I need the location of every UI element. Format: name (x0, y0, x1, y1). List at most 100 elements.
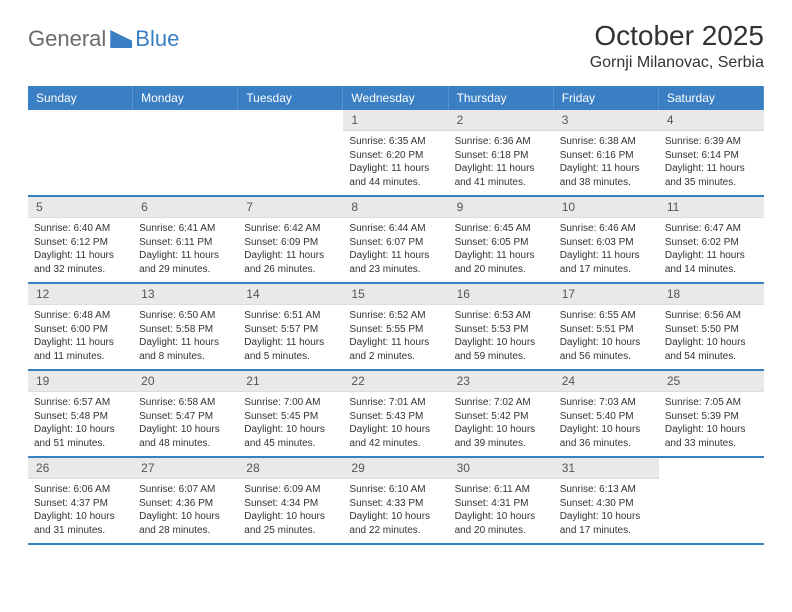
day-info-line: Sunrise: 6:38 AM (560, 135, 653, 149)
day-info-line: and 51 minutes. (34, 437, 127, 451)
day-info-line: Sunset: 6:09 PM (244, 236, 337, 250)
day-info-line: Sunset: 5:39 PM (665, 410, 758, 424)
title-block: October 2025 Gornji Milanovac, Serbia (590, 20, 764, 72)
weekday-cell: Wednesday (343, 86, 448, 110)
day-number: 27 (133, 458, 238, 479)
day-info-line: Daylight: 11 hours (244, 249, 337, 263)
day-info-line: Sunset: 4:31 PM (455, 497, 548, 511)
day-info-line: and 38 minutes. (560, 176, 653, 190)
day-info-line: Daylight: 11 hours (665, 249, 758, 263)
day-info-line: Sunset: 5:50 PM (665, 323, 758, 337)
day-cell: 3Sunrise: 6:38 AMSunset: 6:16 PMDaylight… (554, 110, 659, 195)
weekday-header-row: SundayMondayTuesdayWednesdayThursdayFrid… (28, 86, 764, 110)
day-info: Sunrise: 6:41 AMSunset: 6:11 PMDaylight:… (133, 218, 238, 282)
day-info-line: Daylight: 11 hours (244, 336, 337, 350)
day-info-line: Sunset: 4:37 PM (34, 497, 127, 511)
page-header: General Blue October 2025 Gornji Milanov… (28, 20, 764, 72)
week-row: 19Sunrise: 6:57 AMSunset: 5:48 PMDayligh… (28, 371, 764, 458)
day-info-line: Sunrise: 6:40 AM (34, 222, 127, 236)
day-info-line: and 31 minutes. (34, 524, 127, 538)
day-info-line: Sunrise: 6:44 AM (349, 222, 442, 236)
day-info-line: Sunset: 5:45 PM (244, 410, 337, 424)
brand-part1: General (28, 26, 106, 52)
day-info: Sunrise: 6:13 AMSunset: 4:30 PMDaylight:… (554, 479, 659, 543)
day-number: 29 (343, 458, 448, 479)
brand-part2: Blue (135, 26, 179, 52)
day-info-line: and 29 minutes. (139, 263, 232, 277)
day-number: 18 (659, 284, 764, 305)
day-info-line: Daylight: 10 hours (560, 423, 653, 437)
day-info: Sunrise: 6:44 AMSunset: 6:07 PMDaylight:… (343, 218, 448, 282)
day-cell (28, 110, 133, 195)
day-info: Sunrise: 6:50 AMSunset: 5:58 PMDaylight:… (133, 305, 238, 369)
month-title: October 2025 (590, 20, 764, 52)
day-info-line: Sunset: 4:36 PM (139, 497, 232, 511)
day-info-line: Sunrise: 7:05 AM (665, 396, 758, 410)
day-info-line: Daylight: 10 hours (34, 423, 127, 437)
day-info-line: Sunrise: 6:47 AM (665, 222, 758, 236)
day-info-line: and 17 minutes. (560, 263, 653, 277)
day-info-line: Sunrise: 6:56 AM (665, 309, 758, 323)
day-number: 19 (28, 371, 133, 392)
day-cell (133, 110, 238, 195)
day-info-line: Sunset: 5:48 PM (34, 410, 127, 424)
day-cell: 6Sunrise: 6:41 AMSunset: 6:11 PMDaylight… (133, 197, 238, 282)
day-cell: 26Sunrise: 6:06 AMSunset: 4:37 PMDayligh… (28, 458, 133, 543)
day-info-line: Sunrise: 7:02 AM (455, 396, 548, 410)
day-number: 20 (133, 371, 238, 392)
day-number: 15 (343, 284, 448, 305)
day-info-line: and 22 minutes. (349, 524, 442, 538)
day-number: 30 (449, 458, 554, 479)
day-number: 28 (238, 458, 343, 479)
day-number: 9 (449, 197, 554, 218)
day-info: Sunrise: 6:35 AMSunset: 6:20 PMDaylight:… (343, 131, 448, 195)
day-info-line: Sunset: 5:42 PM (455, 410, 548, 424)
day-cell: 23Sunrise: 7:02 AMSunset: 5:42 PMDayligh… (449, 371, 554, 456)
day-info: Sunrise: 7:03 AMSunset: 5:40 PMDaylight:… (554, 392, 659, 456)
day-info-line: Daylight: 10 hours (244, 510, 337, 524)
day-info-line: Daylight: 11 hours (139, 336, 232, 350)
day-cell: 13Sunrise: 6:50 AMSunset: 5:58 PMDayligh… (133, 284, 238, 369)
weeks-container: 1Sunrise: 6:35 AMSunset: 6:20 PMDaylight… (28, 110, 764, 545)
day-info-line: and 20 minutes. (455, 263, 548, 277)
day-info-line: and 59 minutes. (455, 350, 548, 364)
day-info-line: and 39 minutes. (455, 437, 548, 451)
day-info-line: Daylight: 11 hours (34, 249, 127, 263)
day-number: 21 (238, 371, 343, 392)
day-cell: 10Sunrise: 6:46 AMSunset: 6:03 PMDayligh… (554, 197, 659, 282)
day-info-line: Sunrise: 6:58 AM (139, 396, 232, 410)
day-info-line: Sunset: 6:16 PM (560, 149, 653, 163)
day-number: 7 (238, 197, 343, 218)
day-number: 23 (449, 371, 554, 392)
day-cell: 15Sunrise: 6:52 AMSunset: 5:55 PMDayligh… (343, 284, 448, 369)
day-number: 26 (28, 458, 133, 479)
day-info-line: Sunset: 5:57 PM (244, 323, 337, 337)
day-cell: 11Sunrise: 6:47 AMSunset: 6:02 PMDayligh… (659, 197, 764, 282)
day-info-line: Sunrise: 6:11 AM (455, 483, 548, 497)
day-cell: 5Sunrise: 6:40 AMSunset: 6:12 PMDaylight… (28, 197, 133, 282)
calendar-page: General Blue October 2025 Gornji Milanov… (0, 0, 792, 565)
day-info-line: Daylight: 11 hours (349, 162, 442, 176)
day-info-line: and 17 minutes. (560, 524, 653, 538)
day-info-line: Daylight: 10 hours (139, 423, 232, 437)
day-info: Sunrise: 6:42 AMSunset: 6:09 PMDaylight:… (238, 218, 343, 282)
day-info: Sunrise: 6:46 AMSunset: 6:03 PMDaylight:… (554, 218, 659, 282)
day-info: Sunrise: 6:07 AMSunset: 4:36 PMDaylight:… (133, 479, 238, 543)
weekday-cell: Tuesday (238, 86, 343, 110)
day-info: Sunrise: 6:56 AMSunset: 5:50 PMDaylight:… (659, 305, 764, 369)
day-info-line: Sunset: 5:53 PM (455, 323, 548, 337)
day-info: Sunrise: 7:00 AMSunset: 5:45 PMDaylight:… (238, 392, 343, 456)
day-cell: 18Sunrise: 6:56 AMSunset: 5:50 PMDayligh… (659, 284, 764, 369)
day-info-line: Daylight: 11 hours (349, 249, 442, 263)
day-info: Sunrise: 6:55 AMSunset: 5:51 PMDaylight:… (554, 305, 659, 369)
day-number: 25 (659, 371, 764, 392)
day-number: 5 (28, 197, 133, 218)
day-info-line: Daylight: 10 hours (244, 423, 337, 437)
day-info-line: and 2 minutes. (349, 350, 442, 364)
day-info-line: Daylight: 11 hours (34, 336, 127, 350)
day-info-line: Sunrise: 6:50 AM (139, 309, 232, 323)
day-info-line: and 8 minutes. (139, 350, 232, 364)
day-cell: 14Sunrise: 6:51 AMSunset: 5:57 PMDayligh… (238, 284, 343, 369)
day-info-line: Daylight: 10 hours (560, 510, 653, 524)
day-info-line: and 23 minutes. (349, 263, 442, 277)
